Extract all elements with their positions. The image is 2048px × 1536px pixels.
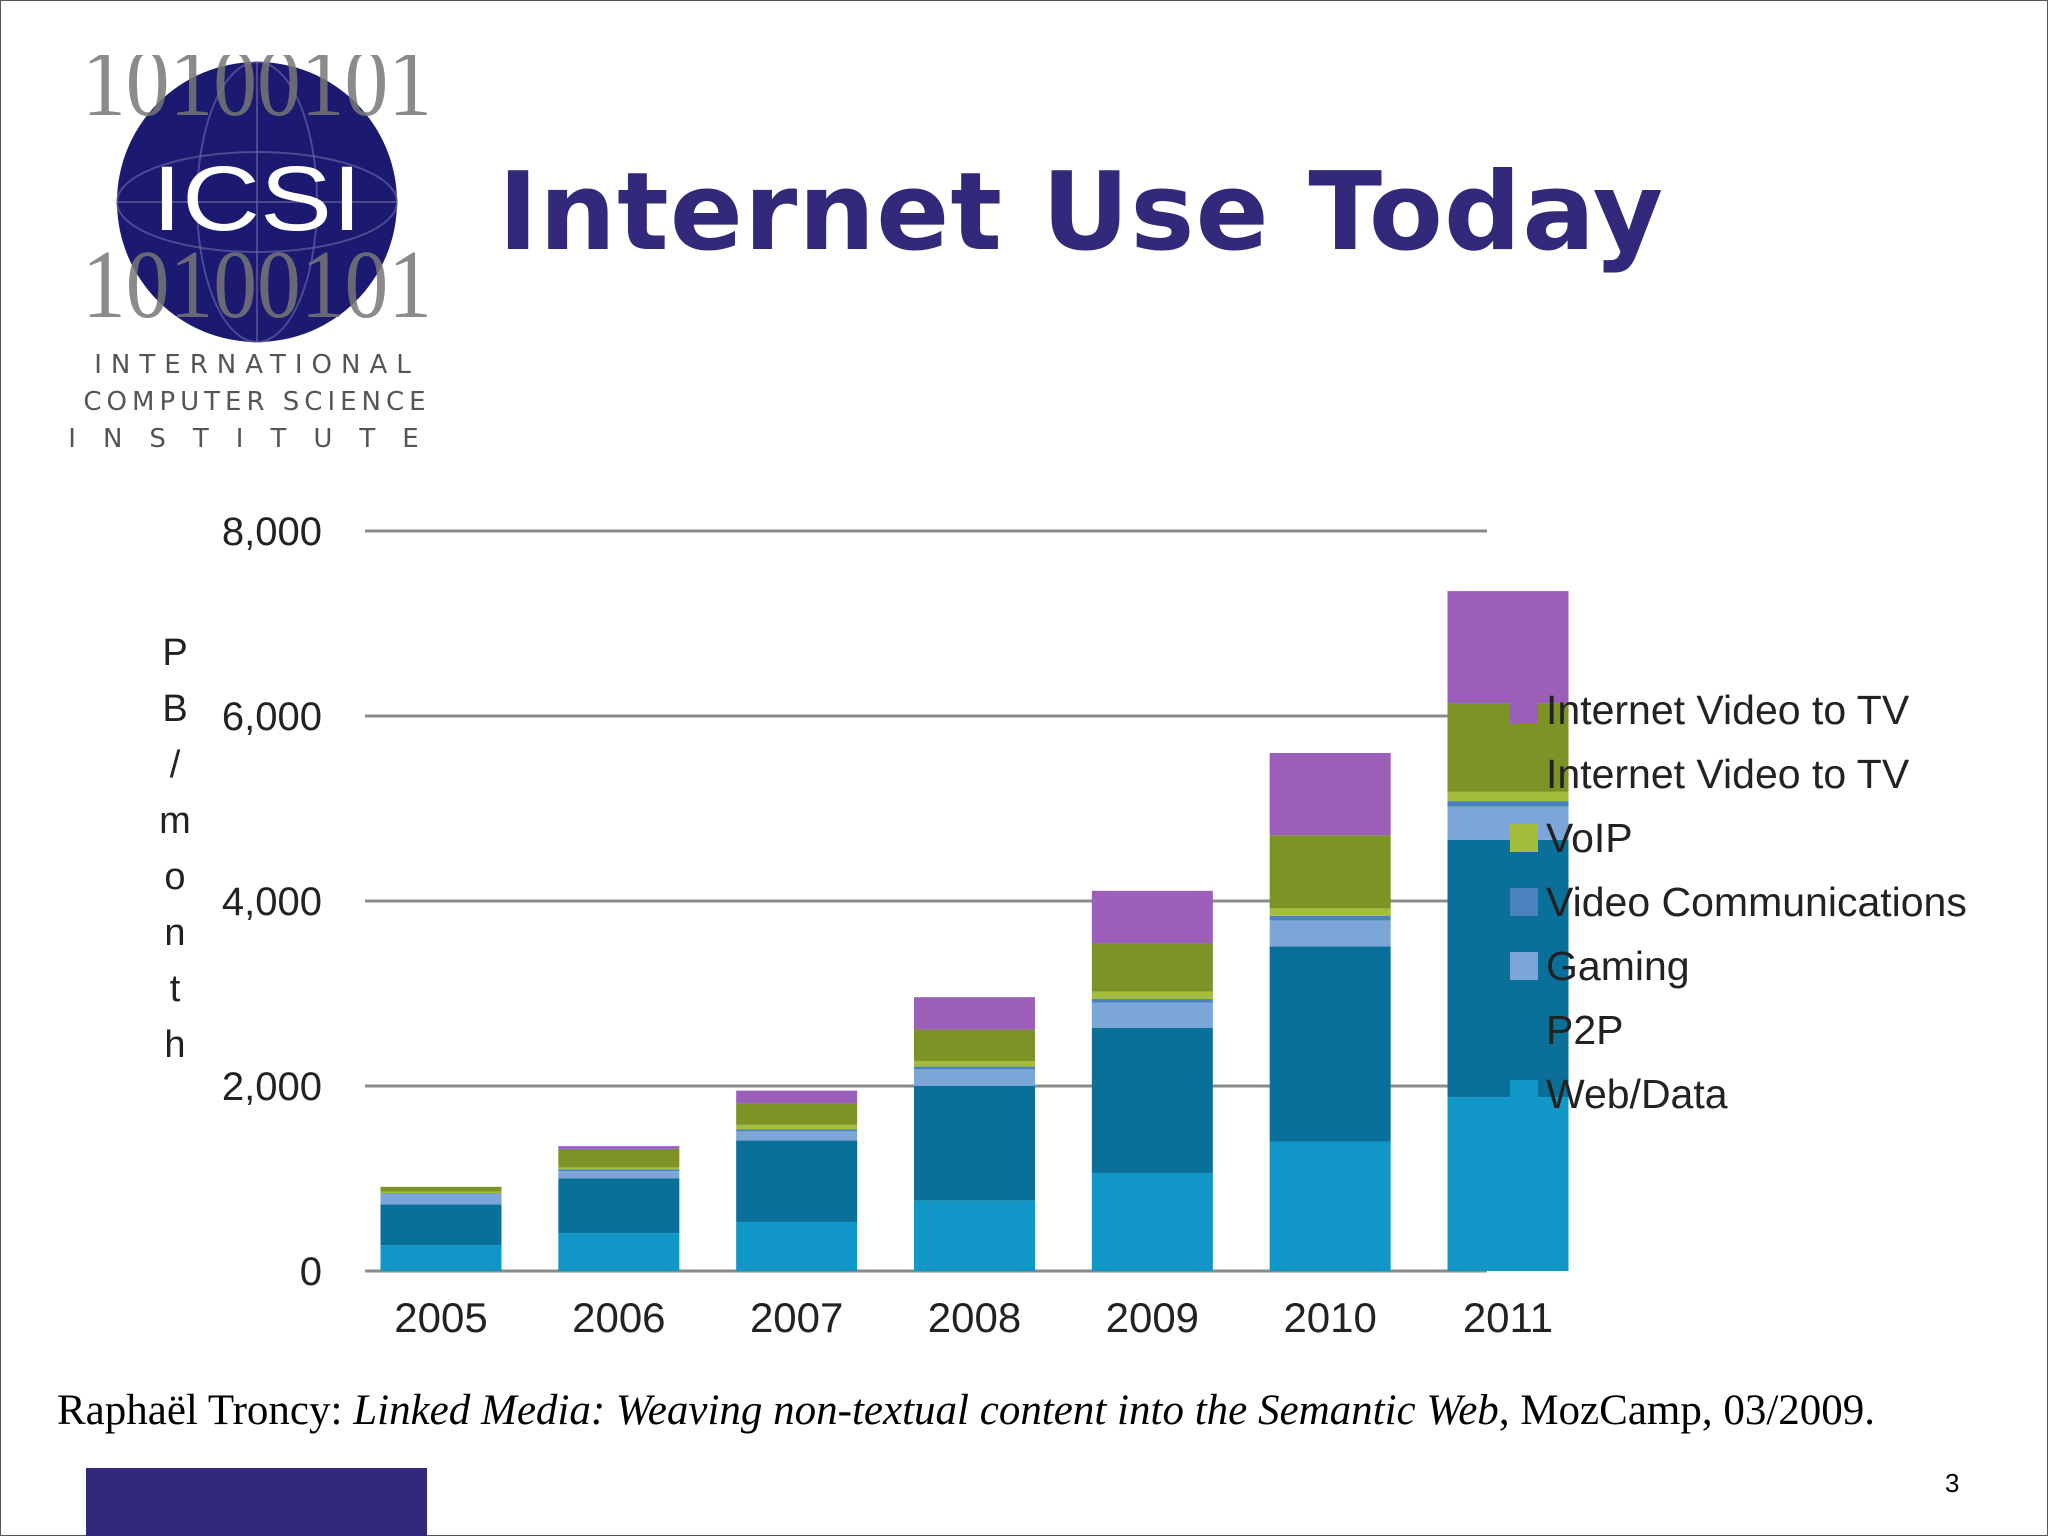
page-number: 3: [1945, 1468, 1960, 1498]
bar-segment: [1091, 991, 1213, 1000]
bar-segment: [380, 1204, 502, 1246]
bar-segment: [736, 1140, 858, 1222]
bar-segment: [1091, 1172, 1213, 1271]
citation-work: Linked Media: Weaving non-textual conten…: [353, 1387, 1499, 1434]
y-axis-label-char: B: [162, 688, 187, 730]
x-tick-label: 2006: [572, 1294, 665, 1341]
citation-venue: , MozCamp, 03/2009.: [1498, 1387, 1876, 1434]
bar-segment: [380, 1245, 502, 1271]
legend-label: Gaming: [1546, 943, 1690, 989]
bar-segment: [736, 1131, 858, 1141]
bar-segment: [1447, 1097, 1569, 1271]
bar-segment: [1269, 946, 1391, 1142]
y-axis-label-char: /: [170, 744, 181, 786]
legend-swatch: [1510, 696, 1538, 724]
y-axis-label-char: o: [164, 856, 185, 898]
bar-segment: [1447, 806, 1569, 840]
x-tick-label: 2008: [928, 1294, 1021, 1341]
legend-label: Video Communications: [1546, 879, 1967, 925]
bar-segment: [558, 1233, 680, 1271]
y-axis-label-char: h: [164, 1024, 185, 1066]
logo-name-line: INSTITUTE: [70, 424, 440, 454]
y-axis-label-char: n: [164, 912, 185, 954]
icsi-logo: 10100101 10100101 ICSI INTERNATIONAL COM…: [70, 55, 440, 454]
bar-segment: [558, 1169, 680, 1172]
citation-author: Raphaël Troncy:: [57, 1387, 354, 1434]
bar-segment: [1091, 943, 1213, 992]
bar-segment: [736, 1103, 858, 1125]
bar-segment: [914, 1086, 1035, 1201]
bar-segment: [914, 1061, 1035, 1067]
bar-segment: [1269, 835, 1391, 909]
bar-segment: [1091, 1002, 1213, 1028]
bar-segment: [1091, 890, 1213, 944]
bar-segment: [1447, 839, 1569, 1098]
bar-segment: [1447, 791, 1569, 802]
bar-segment: [736, 1221, 858, 1271]
bar-segment: [914, 1029, 1035, 1062]
bar-segment: [914, 1066, 1035, 1070]
footer-bar: [86, 1468, 427, 1536]
bar-segment: [380, 1194, 502, 1205]
bar-segment: [914, 1200, 1035, 1271]
y-axis-label-char: t: [170, 968, 181, 1010]
legend-label: VoIP: [1546, 815, 1633, 861]
bar-segment: [558, 1178, 680, 1234]
y-tick-label: 8,000: [222, 510, 322, 554]
bar-segment: [914, 1069, 1035, 1086]
legend-swatch: [1510, 824, 1538, 852]
legend-label: Internet Video to TV: [1546, 687, 1910, 733]
bar-segment: [380, 1193, 502, 1195]
legend-label: Internet Video to TV: [1546, 751, 1910, 797]
bar-segment: [558, 1167, 680, 1170]
bar-segment: [736, 1129, 858, 1132]
y-tick-label: 6,000: [222, 695, 322, 739]
bar-segment: [558, 1171, 680, 1179]
bar-segment: [736, 1124, 858, 1130]
legend-swatch: [1510, 1080, 1538, 1108]
x-tick-label: 2005: [394, 1294, 487, 1341]
bar-segment: [1269, 908, 1391, 916]
bar-segment: [1447, 801, 1569, 807]
bar-segment: [1447, 591, 1569, 704]
bar-segment: [914, 997, 1035, 1030]
logo-acronym: ICSI: [152, 148, 362, 250]
bar-segment: [1269, 1141, 1391, 1271]
bar-segment: [380, 1186, 502, 1192]
x-tick-label: 2007: [750, 1294, 843, 1341]
citation: Raphaël Troncy: Linked Media: Weaving no…: [57, 1386, 1875, 1435]
logo-binary-row: 10100101: [82, 55, 432, 137]
slide-title: Internet Use Today: [498, 150, 1665, 275]
x-tick-label: 2009: [1106, 1294, 1199, 1341]
legend-swatch: [1510, 760, 1538, 788]
bar-segment: [1269, 915, 1391, 921]
logo-name-line: INTERNATIONAL: [94, 350, 419, 380]
legend-swatch: [1510, 888, 1538, 916]
bar-segment: [558, 1148, 680, 1168]
bar-segment: [380, 1191, 502, 1194]
y-tick-label: 4,000: [222, 880, 322, 924]
legend-swatch: [1510, 1016, 1538, 1044]
logo-name-line: COMPUTER SCIENCE: [83, 387, 430, 417]
y-axis-label-char: P: [162, 632, 187, 674]
logo-binary-row: 10100101: [82, 231, 432, 339]
bar-segment: [1091, 1027, 1213, 1173]
legend-label: P2P: [1546, 1007, 1624, 1053]
bar-segment: [558, 1146, 680, 1149]
y-tick-label: 2,000: [222, 1065, 322, 1109]
legend-swatch: [1510, 952, 1538, 980]
bar-segment: [1269, 920, 1391, 947]
bar-segment: [736, 1090, 858, 1104]
bar-segment: [1269, 753, 1391, 836]
x-tick-label: 2010: [1283, 1294, 1376, 1341]
bar-segment: [1447, 703, 1569, 792]
bar-segment: [1091, 999, 1213, 1003]
y-tick-label: 0: [300, 1250, 322, 1294]
legend-label: Web/Data: [1546, 1071, 1728, 1117]
x-tick-label: 2011: [1463, 1294, 1553, 1341]
y-axis-label-char: m: [159, 800, 191, 842]
